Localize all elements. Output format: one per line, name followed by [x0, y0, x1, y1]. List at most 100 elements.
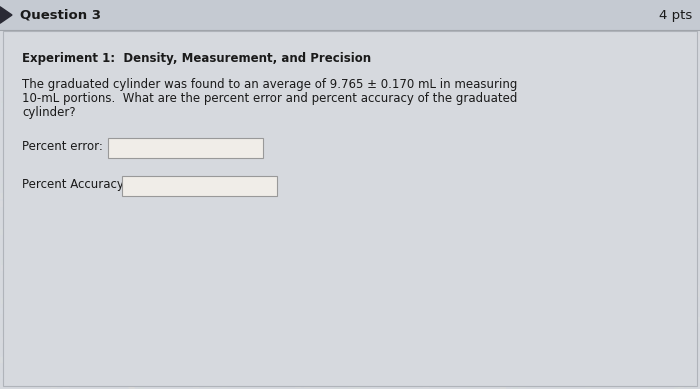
Point: [312, 82, 323, 89]
Point: [533, 210, 544, 217]
Point: [582, 75, 594, 82]
Point: [304, 266, 316, 272]
Point: [680, 164, 692, 170]
Point: [366, 229, 377, 235]
Point: [294, 28, 305, 34]
Point: [328, 282, 339, 288]
Point: [38, 303, 50, 309]
Point: [566, 369, 578, 375]
Point: [525, 242, 536, 248]
Point: [662, 167, 673, 173]
Point: [25, 205, 36, 212]
Point: [582, 253, 593, 259]
Point: [250, 360, 261, 366]
Point: [363, 338, 374, 344]
Point: [174, 204, 186, 210]
Point: [80, 304, 91, 310]
Point: [52, 275, 64, 281]
Point: [71, 117, 82, 123]
Point: [587, 288, 598, 294]
Point: [190, 204, 201, 210]
Point: [298, 267, 309, 273]
Point: [230, 305, 241, 311]
Point: [681, 46, 692, 52]
Point: [631, 55, 643, 61]
Point: [6, 256, 17, 262]
Point: [422, 75, 433, 81]
Point: [360, 367, 372, 373]
Point: [348, 98, 359, 104]
Point: [653, 145, 664, 151]
Point: [61, 137, 72, 144]
Point: [251, 321, 262, 328]
Point: [157, 157, 168, 163]
Point: [208, 91, 219, 97]
Point: [223, 104, 234, 110]
Point: [390, 266, 401, 272]
Point: [351, 36, 362, 42]
Point: [617, 131, 628, 137]
Point: [411, 131, 422, 137]
Point: [671, 180, 682, 186]
Point: [233, 66, 244, 72]
Point: [162, 63, 173, 69]
Point: [132, 120, 144, 126]
Point: [33, 142, 44, 148]
Point: [332, 294, 344, 301]
Point: [461, 172, 472, 179]
Point: [15, 76, 27, 82]
Point: [34, 31, 45, 37]
Point: [344, 329, 356, 335]
Point: [477, 100, 488, 106]
Point: [37, 67, 48, 73]
Point: [372, 279, 384, 286]
Point: [419, 367, 430, 373]
Point: [287, 309, 298, 315]
Point: [447, 40, 458, 46]
Point: [538, 117, 550, 123]
Point: [461, 182, 472, 188]
Point: [690, 88, 700, 94]
Point: [167, 177, 178, 183]
Point: [86, 187, 97, 193]
Point: [641, 130, 652, 136]
Point: [144, 355, 155, 361]
Point: [83, 368, 94, 375]
Point: [426, 250, 438, 256]
Point: [546, 169, 557, 175]
Point: [489, 84, 500, 91]
Point: [334, 242, 345, 249]
Point: [454, 236, 466, 242]
Point: [691, 291, 700, 297]
Point: [218, 338, 229, 344]
Point: [520, 117, 531, 124]
Point: [139, 125, 150, 131]
Point: [33, 338, 44, 344]
Point: [569, 380, 580, 387]
Point: [358, 82, 370, 88]
Point: [230, 170, 241, 176]
Point: [235, 241, 246, 247]
Point: [484, 246, 496, 252]
Point: [132, 343, 143, 349]
Point: [244, 225, 256, 231]
Point: [675, 185, 686, 191]
Point: [88, 361, 99, 367]
Point: [640, 168, 652, 175]
Point: [452, 161, 463, 168]
Point: [456, 361, 468, 367]
Point: [494, 168, 505, 174]
Point: [60, 161, 71, 168]
Point: [426, 35, 438, 41]
Point: [646, 175, 657, 181]
Point: [138, 167, 149, 173]
Point: [54, 258, 65, 265]
Point: [232, 144, 243, 151]
Point: [558, 131, 569, 137]
Point: [274, 42, 286, 48]
Point: [334, 51, 345, 57]
Point: [83, 173, 94, 180]
Point: [281, 104, 293, 110]
Point: [670, 369, 681, 375]
Point: [367, 224, 378, 231]
